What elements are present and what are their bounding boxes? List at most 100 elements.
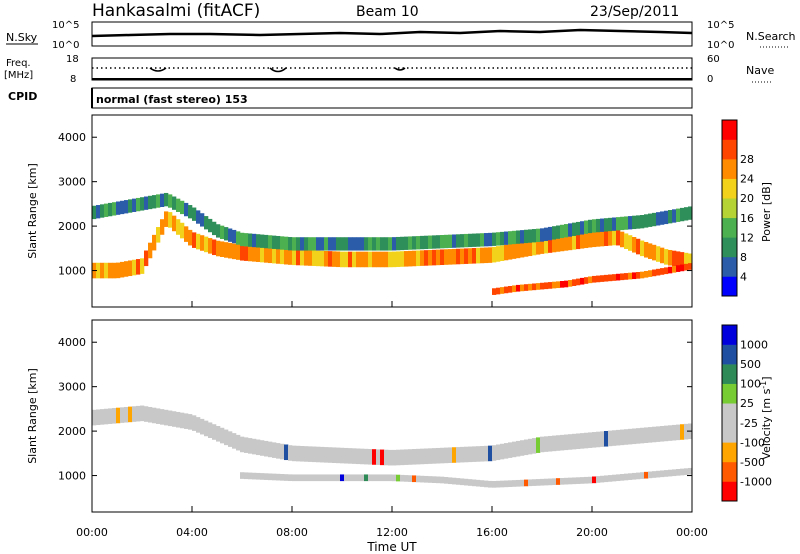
scatter-cell-lower: [640, 271, 645, 279]
scatter-cell-upper: [444, 234, 449, 249]
scatter-cell-lower: [680, 264, 685, 272]
scatter-cell-upper: [468, 233, 473, 248]
scatter-cell-main: [160, 219, 165, 235]
scatter-cell-main: [672, 250, 677, 267]
scatter-cell-upper: [348, 237, 353, 251]
scatter-cell-lower: [668, 266, 673, 274]
scatter-cell-ground: [652, 426, 657, 443]
scatter-cell-lower: [272, 473, 277, 481]
scatter-cell-main: [324, 250, 329, 267]
scatter-cell-ground: [644, 427, 649, 443]
scatter-cell-lower: [308, 474, 313, 482]
colorbar-tick-label: 16: [740, 212, 754, 225]
scatter-cell-ground: [304, 446, 309, 462]
scatter-cell-ground: [664, 425, 669, 442]
power-heatmap: [92, 192, 693, 295]
scatter-cell-lower: [512, 285, 517, 293]
scatter-cell-ground: [676, 424, 681, 441]
scatter-cell-ground: [272, 442, 277, 458]
scatter-cell-upper: [208, 218, 213, 233]
colorbar-swatch: [722, 139, 737, 160]
scatter-cell-ground: [344, 447, 349, 464]
scatter-cell-upper: [656, 212, 661, 226]
scatter-cell-main: [156, 227, 161, 243]
scatter-cell-lower: [388, 474, 393, 482]
colorbar-swatch: [722, 422, 737, 443]
scatter-cell-upper: [108, 202, 113, 217]
scatter-cell-main: [280, 248, 285, 265]
scatter-cell-ground: [524, 439, 529, 456]
scatter-cell-upper: [496, 232, 501, 246]
scatter-cell-main: [412, 250, 417, 267]
scatter-cell-upper: [100, 204, 105, 218]
scatter-cell-lower: [544, 282, 549, 290]
scatter-cell-ground: [564, 434, 569, 451]
scatter-cell-main: [632, 237, 637, 253]
x-tick-label: 12:00: [376, 526, 408, 539]
scatter-cell-ground: [456, 447, 461, 463]
colorbar-swatch: [722, 217, 737, 238]
scatter-cell-lower: [256, 472, 261, 480]
y-tick-label: 4000: [58, 131, 86, 144]
scatter-cell-ground: [184, 413, 189, 429]
scatter-cell-lower: [624, 273, 629, 280]
time-axis: 00:00 04:00 08:00 12:00 16:00 20:00 00:00: [76, 526, 708, 539]
scatter-cell-lower: [484, 480, 489, 488]
scatter-cell-ground: [604, 430, 609, 447]
scatter-cell-ground: [568, 434, 573, 450]
scatter-cell-lower: [644, 270, 649, 278]
scatter-cell-main: [612, 229, 617, 246]
scatter-cell-ground: [116, 407, 121, 424]
scatter-cell-lower: [516, 284, 521, 292]
scatter-cell-main: [344, 251, 349, 268]
scatter-cell-ground: [328, 447, 333, 463]
scatter-cell-upper: [380, 237, 385, 251]
scatter-cell-lower: [508, 480, 513, 487]
scatter-cell-upper: [284, 236, 289, 251]
scatter-cell-upper: [320, 237, 325, 251]
scatter-cell-upper: [336, 237, 341, 251]
scatter-cell-main: [292, 249, 297, 266]
scatter-cell-main: [100, 262, 105, 279]
scatter-cell-lower: [396, 474, 401, 482]
scatter-cell-upper: [484, 233, 489, 247]
scatter-cell-main: [404, 251, 409, 267]
scatter-cell-main: [464, 248, 469, 264]
colorbar-swatch: [722, 198, 737, 219]
scatter-cell-lower: [608, 475, 613, 482]
scatter-cell-lower: [656, 470, 661, 478]
scatter-cell-ground: [444, 447, 449, 464]
scatter-cell-upper: [212, 221, 217, 236]
scatter-cell-lower: [588, 476, 593, 484]
scatter-cell-lower: [524, 284, 529, 291]
scatter-cell-lower: [592, 275, 597, 283]
scatter-cell-upper: [508, 231, 513, 245]
scatter-cell-lower: [660, 470, 665, 478]
scatter-cell-upper: [308, 237, 313, 251]
scatter-cell-ground: [460, 446, 465, 463]
scatter-cell-lower: [652, 269, 657, 277]
scatter-cell-ground: [336, 447, 341, 464]
scatter-cell-main: [520, 241, 525, 258]
scatter-cell-upper: [576, 221, 581, 236]
scatter-cell-ground: [140, 405, 145, 422]
scatter-cell-main: [124, 261, 129, 277]
scatter-cell-main: [476, 247, 481, 264]
scatter-cell-lower: [636, 272, 641, 279]
scatter-cell-main: [112, 262, 117, 279]
x-tick-label: 20:00: [576, 526, 608, 539]
scatter-cell-lower: [540, 478, 545, 486]
scatter-cell-lower: [324, 474, 329, 482]
scatter-cell-upper: [448, 234, 453, 248]
scatter-cell-main: [336, 251, 341, 268]
scatter-cell-ground: [384, 449, 389, 466]
scatter-cell-ground: [656, 426, 661, 442]
scatter-cell-lower: [676, 469, 681, 476]
freq-panel: Freq. [MHz] 18 8 60 0 Nave: [4, 54, 774, 85]
scatter-cell-lower: [664, 267, 669, 275]
scatter-cell-main: [560, 235, 565, 252]
scatter-cell-lower: [392, 474, 397, 482]
scatter-cell-upper: [324, 237, 329, 251]
scatter-cell-upper: [572, 222, 577, 236]
scatter-cell-ground: [316, 446, 321, 463]
